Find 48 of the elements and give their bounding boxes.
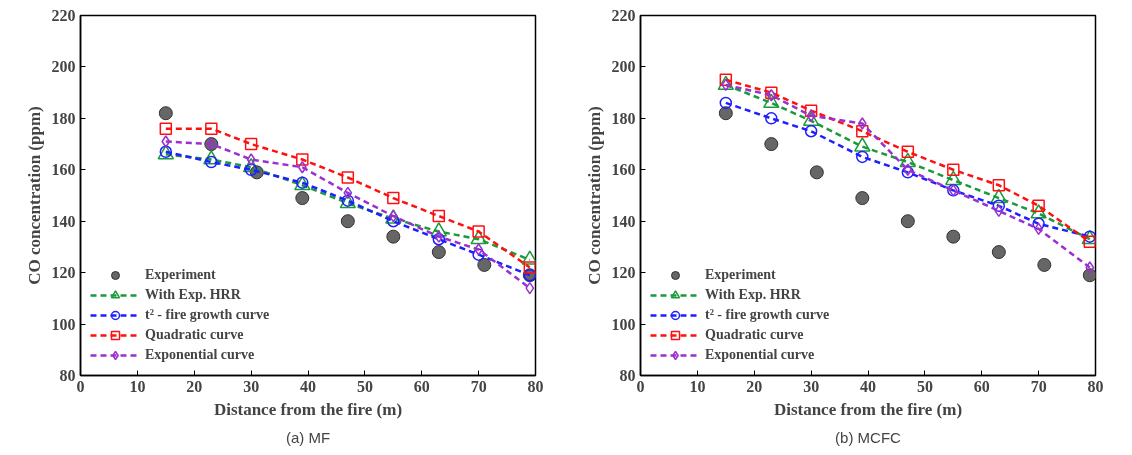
x-tick-label: 20 (186, 377, 203, 395)
x-tick-label: 80 (527, 377, 544, 395)
x-tick-label: 50 (356, 377, 373, 395)
x-tick-label: 20 (746, 377, 763, 395)
x-tick-label: 80 (1087, 377, 1104, 395)
text: (a) MF (285, 428, 331, 446)
legend-label: With Exp. HRR (705, 287, 801, 303)
x-tick-label: 0 (636, 377, 645, 395)
legend-label: Experiment (145, 267, 216, 283)
y-tick-label: 140 (51, 212, 76, 230)
y-tick-label: 140 (611, 212, 636, 230)
y-tick-label: 120 (51, 264, 76, 282)
y-tick-label: 100 (51, 315, 76, 333)
x-axis-title: Distance from the fire (m) (773, 399, 963, 419)
x-axis-title: Distance from the fire (m) (213, 399, 403, 419)
x-tick-label: 30 (243, 377, 260, 395)
legend-label: Exponential curve (145, 347, 255, 363)
x-tick-label: 40 (300, 377, 316, 395)
x-tick-label: 40 (860, 377, 876, 395)
text: (b) MCFC (835, 428, 902, 446)
y-tick-label: 220 (51, 7, 76, 24)
legend-label: t² - fire growth curve (705, 307, 830, 323)
y-tick-label: 180 (51, 109, 76, 127)
legend-label: Exponential curve (705, 347, 815, 363)
x-tick-label: 30 (803, 377, 820, 395)
x-tick-label: 60 (973, 377, 990, 395)
x-tick-label: 70 (1030, 377, 1047, 395)
x-tick-label: 60 (413, 377, 430, 395)
y-tick-label: 220 (611, 7, 636, 24)
x-tick-label: 0 (76, 377, 85, 395)
x-tick-label: 10 (129, 377, 146, 395)
y-axis-title: CO concentration (ppm) (24, 106, 44, 285)
legend-label: Experiment (705, 267, 776, 283)
legend-label: With Exp. HRR (145, 287, 241, 303)
x-tick-label: 50 (916, 377, 933, 395)
y-tick-label: 100 (611, 315, 636, 333)
legend-label: Quadratic curve (145, 327, 244, 343)
y-tick-label: 200 (611, 58, 636, 76)
x-tick-label: 10 (689, 377, 706, 395)
y-tick-label: 180 (611, 109, 636, 127)
y-tick-label: 120 (611, 264, 636, 282)
y-axis-title: CO concentration (ppm) (584, 106, 604, 285)
x-tick-label: 70 (470, 377, 487, 395)
legend-label: t² - fire growth curve (145, 307, 270, 323)
legend-label: Quadratic curve (705, 327, 804, 343)
y-tick-label: 200 (51, 58, 76, 76)
y-tick-label: 160 (611, 161, 636, 179)
y-tick-label: 160 (51, 161, 76, 179)
